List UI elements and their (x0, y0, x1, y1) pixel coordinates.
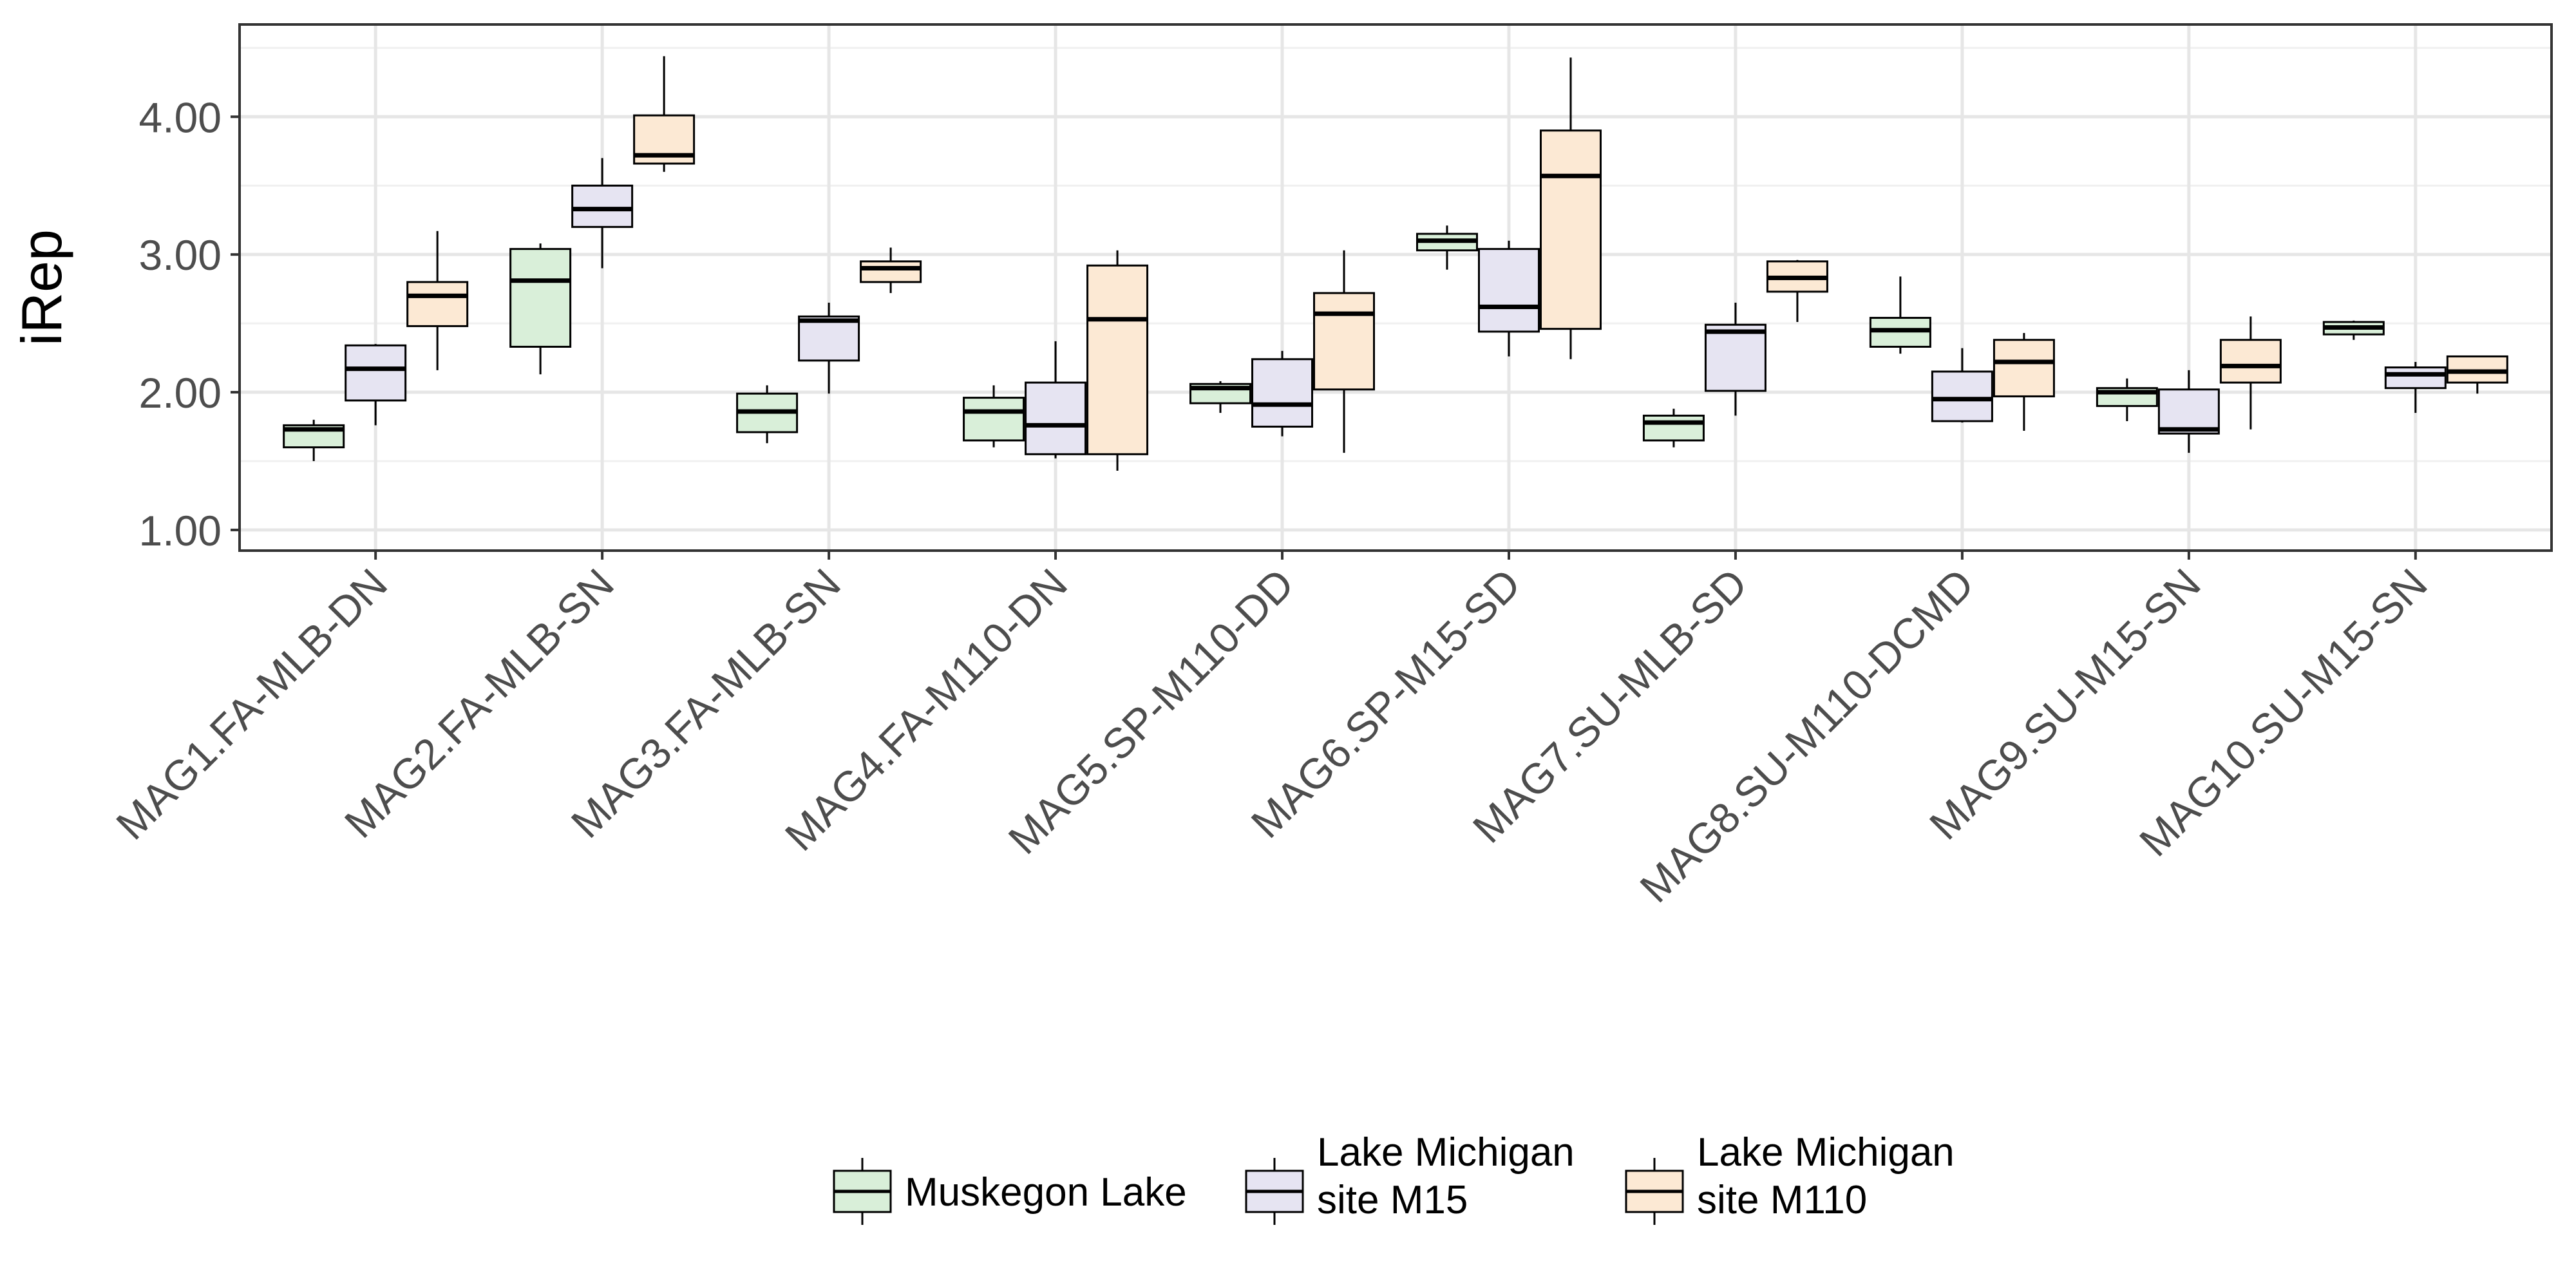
box-body (860, 260, 922, 283)
box-6-series-2 (1477, 240, 1540, 357)
box-1-series-2 (345, 344, 407, 426)
box-body (2157, 388, 2220, 435)
plot-panel-background (240, 24, 2552, 551)
box-5-series-1 (1189, 381, 1252, 413)
legend-label-line: site M15 (1317, 1178, 1468, 1222)
box-8-series-3 (1993, 333, 2055, 431)
box-7-series-1 (1642, 408, 1705, 448)
box-body (1025, 381, 1087, 455)
box-10-series-1 (2322, 320, 2385, 340)
box-body (1704, 323, 1766, 392)
box-3-series-2 (798, 303, 860, 394)
box-2-series-1 (509, 243, 572, 375)
box-3-series-1 (736, 385, 799, 444)
box-9-series-1 (2096, 378, 2158, 421)
box-9-series-3 (2219, 316, 2282, 430)
box-9-series-2 (2157, 370, 2220, 453)
box-6-series-1 (1416, 225, 1478, 270)
y-axis-title: iRep (10, 229, 73, 346)
box-10-series-3 (2446, 355, 2508, 394)
box-body (1313, 292, 1376, 391)
box-3-series-3 (860, 247, 922, 294)
legend-label-line: Lake Michigan (1317, 1130, 1575, 1175)
box-10-series-2 (2384, 361, 2447, 413)
box-5-series-3 (1313, 250, 1376, 453)
legend-item-1: Muskegon Lake (833, 1158, 1187, 1225)
box-body (509, 248, 572, 348)
y-tick-label: 1.00 (139, 507, 222, 554)
box-1-series-1 (283, 419, 345, 461)
box-4-series-2 (1025, 341, 1087, 459)
box-body (1251, 358, 1314, 428)
box-8-series-1 (1869, 276, 1931, 354)
box-4-series-3 (1086, 250, 1149, 471)
box-body (1931, 370, 1993, 422)
box-8-series-2 (1931, 348, 1993, 423)
box-7-series-3 (1766, 260, 1828, 322)
box-1-series-3 (406, 231, 469, 370)
box-body (1477, 248, 1540, 333)
legend-label-line: Lake Michigan (1697, 1130, 1955, 1175)
box-body (963, 397, 1025, 442)
legend-label-line: site M110 (1697, 1178, 1867, 1222)
box-body (406, 281, 469, 327)
box-4-series-1 (963, 385, 1025, 448)
box-body (1993, 339, 2055, 397)
box-5-series-2 (1251, 350, 1314, 437)
box-2-series-3 (633, 56, 696, 172)
y-tick-label: 3.00 (139, 231, 222, 279)
box-7-series-2 (1704, 303, 1766, 416)
box-6-series-3 (1539, 57, 1602, 359)
box-body (2384, 366, 2447, 390)
box-body (571, 184, 634, 228)
y-tick-label: 2.00 (139, 369, 222, 417)
box-body (1539, 129, 1602, 330)
box-body (2219, 339, 2282, 384)
box-body (798, 315, 860, 362)
y-tick-label: 4.00 (139, 93, 222, 141)
box-body (1642, 414, 1705, 442)
plot-panel-border (238, 23, 2553, 552)
box-body (1086, 264, 1149, 455)
box-body (345, 344, 407, 402)
legend-label: Muskegon Lake (905, 1170, 1187, 1215)
box-2-series-2 (571, 158, 634, 269)
